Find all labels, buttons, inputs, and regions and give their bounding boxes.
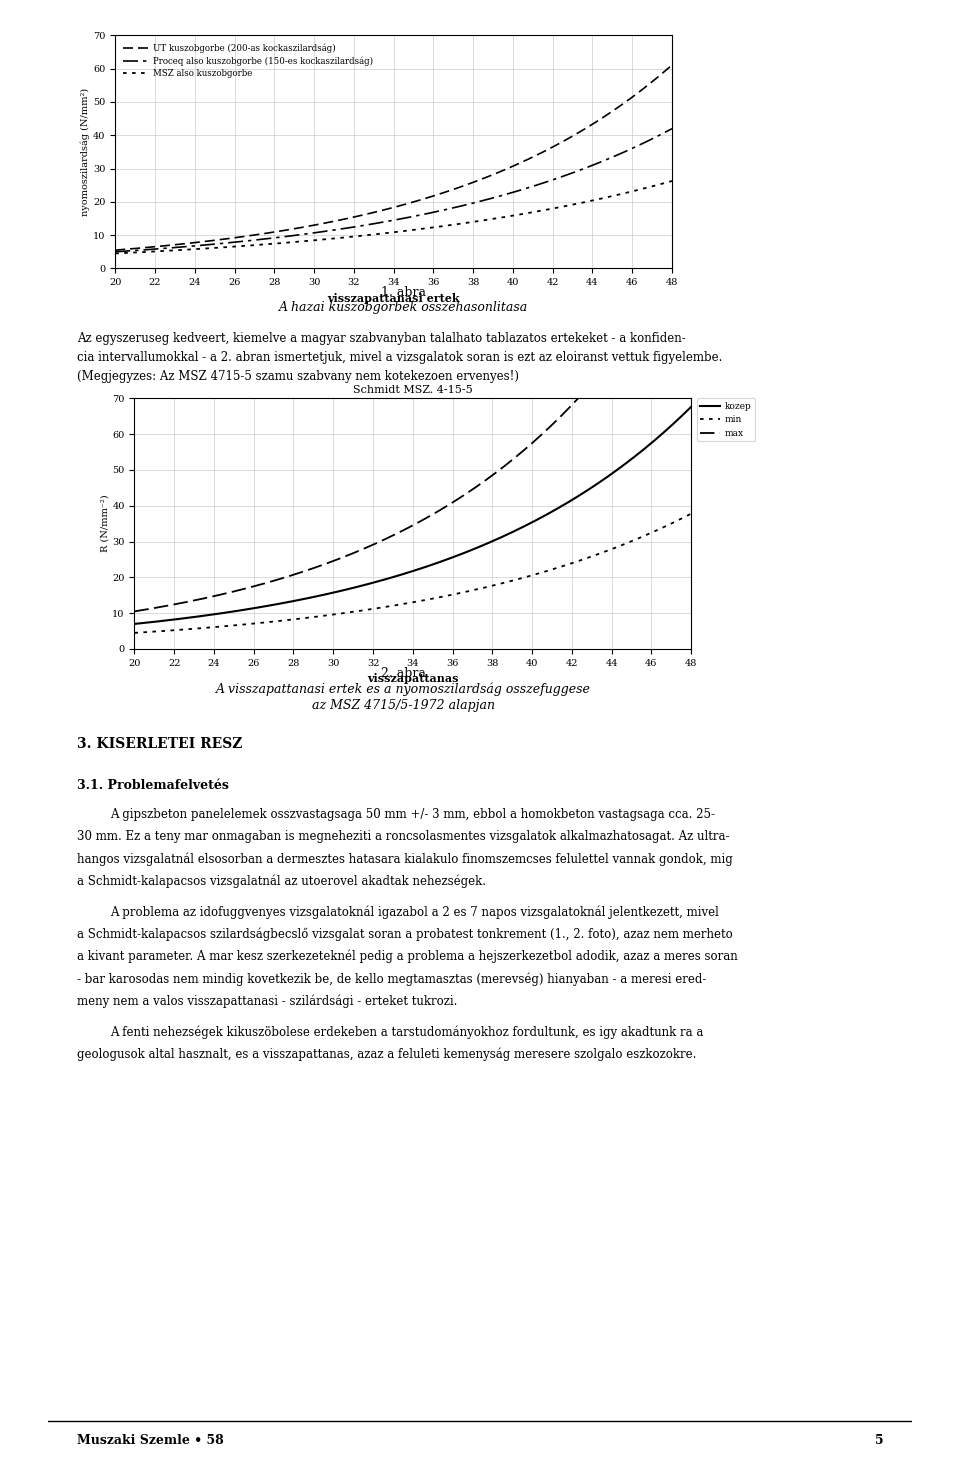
- Text: A gipszbeton panelelemek osszvastagsaga 50 mm +/- 3 mm, ebbol a homokbeton vasta: A gipszbeton panelelemek osszvastagsaga …: [110, 808, 715, 822]
- Text: 3. KISERLETEI RESZ: 3. KISERLETEI RESZ: [77, 738, 242, 751]
- Text: a Schmidt-kalapacsos vizsgalatnál az utoerovel akadtak nehezségek.: a Schmidt-kalapacsos vizsgalatnál az uto…: [77, 875, 486, 888]
- Title: Schmidt MSZ. 4-15-5: Schmidt MSZ. 4-15-5: [353, 385, 472, 395]
- Text: 2. abra: 2. abra: [381, 667, 425, 680]
- Text: meny nem a valos visszapattanasi - szilárdsági - erteket tukrozi.: meny nem a valos visszapattanasi - szilá…: [77, 994, 457, 1007]
- Text: a Schmidt-kalapacsos szilardságbecslő vizsgalat soran a probatest tonkrement (1.: a Schmidt-kalapacsos szilardságbecslő vi…: [77, 928, 732, 941]
- Text: (Megjegyzes: Az MSZ 4715-5 szamu szabvany nem kotekezoen ervenyes!): (Megjegyzes: Az MSZ 4715-5 szamu szabvan…: [77, 370, 518, 384]
- X-axis label: visszapattanasi ertek: visszapattanasi ertek: [327, 292, 460, 304]
- Text: A visszapattanasi ertek es a nyomoszilardság osszefuggese: A visszapattanasi ertek es a nyomoszilar…: [216, 683, 590, 696]
- Text: az MSZ 4715/5-1972 alapjan: az MSZ 4715/5-1972 alapjan: [312, 699, 494, 712]
- Text: cia intervallumokkal - a 2. abran ismertetjuk, mivel a vizsgalatok soran is ezt : cia intervallumokkal - a 2. abran ismert…: [77, 351, 722, 364]
- Text: 30 mm. Ez a teny mar onmagaban is megneheziti a roncsolasmentes vizsgalatok alka: 30 mm. Ez a teny mar onmagaban is megneh…: [77, 830, 730, 844]
- Text: 3.1. Problemafelvetés: 3.1. Problemafelvetés: [77, 779, 228, 792]
- Text: - bar karosodas nem mindig kovetkezik be, de kello megtamasztas (merevség) hiany: - bar karosodas nem mindig kovetkezik be…: [77, 972, 707, 985]
- Text: 5: 5: [875, 1434, 883, 1447]
- X-axis label: visszapattanas: visszapattanas: [367, 673, 459, 684]
- Text: a kivant parameter. A mar kesz szerkezeteknél pedig a problema a hejszerkezetbol: a kivant parameter. A mar kesz szerkezet…: [77, 950, 737, 963]
- Text: hangos vizsgalatnál elsosorban a dermesztes hatasara kialakulo finomszemcses fel: hangos vizsgalatnál elsosorban a dermesz…: [77, 853, 732, 866]
- Text: Az egyszeruseg kedveert, kiemelve a magyar szabvanyban talalhato tablazatos erte: Az egyszeruseg kedveert, kiemelve a magy…: [77, 332, 685, 345]
- Text: geologusok altal hasznalt, es a visszapattanas, azaz a feluleti kemenyság merese: geologusok altal hasznalt, es a visszapa…: [77, 1047, 696, 1061]
- Text: A problema az idofuggvenyes vizsgalatoknál igazabol a 2 es 7 napos vizsgalatokná: A problema az idofuggvenyes vizsgalatokn…: [110, 906, 719, 919]
- Text: 1. abra: 1. abra: [381, 286, 425, 299]
- Legend: kozep, min, max: kozep, min, max: [697, 398, 756, 441]
- Legend: UT kuszobgorbe (200-as kockaszilardság), Proceq also kuszobgorbe (150-es kockasz: UT kuszobgorbe (200-as kockaszilardság),…: [119, 40, 376, 81]
- Text: Muszaki Szemle • 58: Muszaki Szemle • 58: [77, 1434, 224, 1447]
- Y-axis label: nyomoszilardság (N/mm²): nyomoszilardság (N/mm²): [81, 88, 90, 215]
- Text: A fenti nehezségek kikuszöbolese erdekeben a tarstudományokhoz fordultunk, es ig: A fenti nehezségek kikuszöbolese erdekeb…: [110, 1025, 704, 1038]
- Text: A hazai kuszobgorbek osszehasonlitasa: A hazai kuszobgorbek osszehasonlitasa: [278, 301, 528, 314]
- Y-axis label: R (N/mm⁻²): R (N/mm⁻²): [101, 494, 109, 553]
